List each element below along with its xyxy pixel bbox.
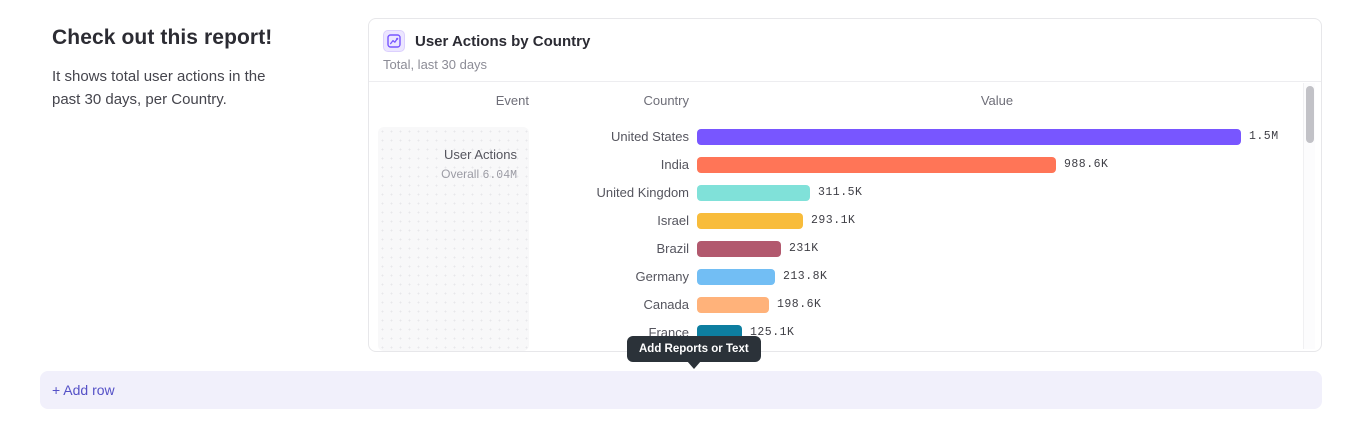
value-label: 213.8K [783,270,828,283]
scrollbar-thumb[interactable] [1306,86,1314,143]
event-cell[interactable]: User Actions Overall 6.04M [378,127,529,351]
chart-row-germany: Germany 213.8K [369,263,1321,291]
report-chart-area: Event Country Value User Actions Overall… [369,82,1321,352]
value-label: 125.1K [750,326,795,339]
bar-israel[interactable] [697,213,803,229]
bar-germany[interactable] [697,269,775,285]
country-label: Brazil [656,241,689,256]
value-label: 231K [789,242,819,255]
value-label: 198.6K [777,298,822,311]
intro-description: It shows total user actions in the past … [52,68,266,108]
chart-row-israel: Israel 293.1K [369,207,1321,235]
country-label: India [660,157,689,172]
event-overall-value: 6.04M [482,169,517,182]
value-label: 988.6K [1064,158,1109,171]
column-header-country: Country [643,93,689,108]
column-header-event: Event [495,93,529,108]
chart-row-canada: Canada 198.6K [369,291,1321,319]
value-label: 293.1K [811,214,856,227]
value-label: 311.5K [818,186,863,199]
add-reports-tooltip: Add Reports or Text [627,336,761,369]
chart-row-united-kingdom: United Kingdom 311.5K [369,179,1321,207]
chart-row-france: France 125.1K [369,319,1321,347]
event-name: User Actions [444,147,517,162]
country-label: Germany [635,269,689,284]
intro-title: Check out this report! [52,26,273,49]
event-overall: Overall 6.04M [378,167,517,182]
bar-canada[interactable] [697,297,769,313]
add-row-button[interactable]: + Add row [52,382,115,398]
bar-united-states[interactable] [697,129,1241,145]
report-card-header: User Actions by Country Total, last 30 d… [369,19,1321,82]
country-label: United Kingdom [596,185,690,200]
chart-row-brazil: Brazil 231K [369,235,1321,263]
intro-block: Check out this report! It shows total us… [52,26,302,111]
country-label: United States [610,129,689,144]
event-overall-label: Overall [441,167,480,181]
report-title: User Actions by Country [415,32,591,50]
report-card[interactable]: User Actions by Country Total, last 30 d… [368,18,1322,352]
value-label: 1.5M [1249,130,1279,143]
chart-row-united-states: United States 1.5M [369,123,1321,151]
column-header-value: Value [980,93,1014,108]
add-row-bar[interactable]: + Add row [40,371,1322,409]
bar-india[interactable] [697,157,1056,173]
country-label: Israel [657,213,689,228]
bar-brazil[interactable] [697,241,781,257]
report-subtitle: Total, last 30 days [383,57,488,72]
chart-row-india: India 988.6K [369,151,1321,179]
bar-united-kingdom[interactable] [697,185,810,201]
scrollbar-track[interactable] [1303,83,1315,349]
country-label: Canada [643,297,689,312]
insights-line-chart-icon [383,30,405,52]
